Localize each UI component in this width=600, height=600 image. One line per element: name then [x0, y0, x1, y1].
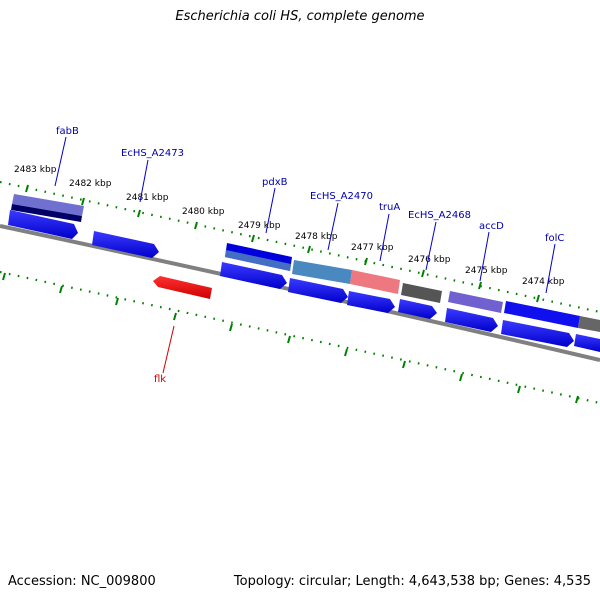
tick-label: 2480 kbp — [182, 207, 225, 217]
tick-label: 2483 kbp — [14, 165, 57, 175]
tick-label: 2474 kbp — [522, 277, 565, 287]
label-leader-flk — [162, 325, 175, 374]
genome-summary-text: Topology: circular; Length: 4,643,538 bp… — [233, 574, 591, 589]
gene-label-pdxB: pdxB — [262, 177, 288, 188]
label-leaders — [54, 136, 556, 294]
map-title: Escherichia coli HS, complete genome — [175, 9, 425, 24]
gene-block-EcHS_A2468 — [401, 283, 442, 303]
tick-label: 2482 kbp — [69, 179, 112, 189]
tick-label: 2478 kbp — [295, 232, 338, 242]
gene-block-accD — [448, 291, 503, 313]
forward-genes — [8, 210, 600, 352]
gene-arrow — [347, 291, 395, 313]
outer-major-ticks — [25, 184, 540, 303]
gene-arrow — [574, 334, 600, 352]
accession-text: Accession: NC_009800 — [8, 574, 156, 589]
gene-label-fabB: fabB — [56, 126, 79, 137]
gene-arrow — [220, 262, 287, 289]
tick-label: 2475 kbp — [465, 266, 508, 276]
tick-label: 2476 kbp — [408, 255, 451, 265]
feature-track-top — [11, 194, 600, 332]
gene-block-EcHS_A2470 — [292, 260, 352, 284]
gene-arrow — [288, 278, 348, 303]
gene-label-EcHS_A2470: EcHS_A2470 — [310, 191, 373, 202]
tick-label: 2477 kbp — [351, 243, 394, 253]
gene-label-flk: flk — [154, 374, 166, 385]
gene-arrow — [8, 210, 78, 239]
gene-arrow — [398, 299, 437, 319]
tick-labels: 2483 kbp 2482 kbp 2481 kbp 2480 kbp 2479… — [14, 165, 565, 287]
gene-arrow — [445, 308, 498, 332]
gene-block-folC — [504, 301, 580, 328]
gene-label-EcHS_A2468: EcHS_A2468 — [408, 210, 471, 221]
gene-arrow — [92, 231, 159, 258]
gene-label-truA: truA — [379, 202, 400, 213]
tick-label: 2481 kbp — [126, 193, 169, 203]
gene-labels: fabB EcHS_A2473 pdxB EcHS_A2470 truA EcH… — [56, 126, 564, 385]
gene-block-fabB — [12, 194, 84, 216]
gene-block-truA — [350, 270, 400, 294]
gene-arrow — [501, 320, 574, 347]
gene-arrow-flk — [153, 276, 212, 299]
gene-label-folC: folC — [545, 233, 564, 244]
inner-major-ticks — [2, 272, 579, 404]
gene-label-accD: accD — [479, 221, 504, 232]
gene-label-EcHS_A2473: EcHS_A2473 — [121, 148, 184, 159]
tick-label: 2479 kbp — [238, 221, 281, 231]
